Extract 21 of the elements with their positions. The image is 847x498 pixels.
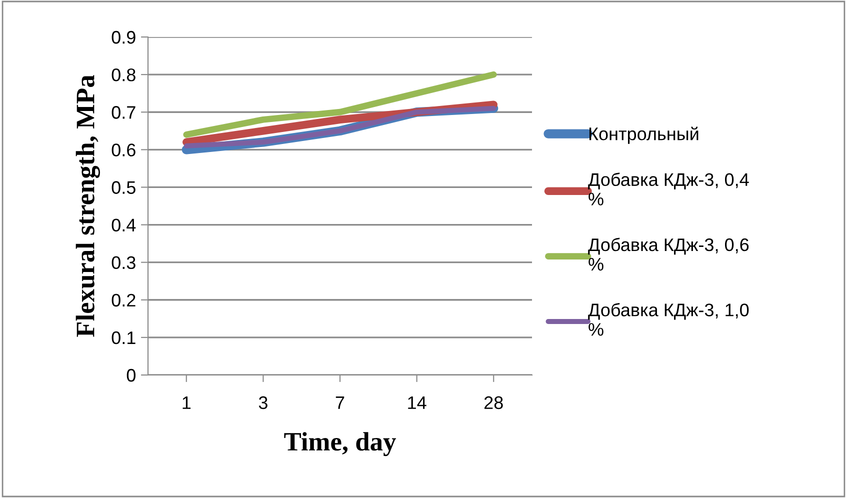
legend-label: Добавка КДж-3, 0,4 % bbox=[588, 172, 749, 206]
y-tick-label: 0.7 bbox=[112, 106, 136, 119]
y-axis-title: Flexural strength, MPa bbox=[76, 75, 100, 337]
x-tick-label: 14 bbox=[408, 396, 426, 409]
y-tick-label: 0.9 bbox=[112, 30, 136, 44]
y-tick-label: 0 bbox=[126, 368, 136, 382]
x-axis-title: Time, day bbox=[284, 432, 396, 456]
legend-label: Добавка КДж-3, 0,6 % bbox=[588, 238, 749, 271]
y-tick-label: 0.5 bbox=[112, 181, 136, 194]
legend-label: Контрольный bbox=[589, 126, 698, 144]
y-tick-label: 0.8 bbox=[112, 68, 136, 82]
legend-label: Добавка КДж-3, 1,0 % bbox=[588, 302, 749, 336]
x-tick-label: 7 bbox=[336, 396, 344, 409]
y-tick-label: 0.4 bbox=[112, 218, 136, 232]
x-tick-label: 3 bbox=[258, 396, 268, 410]
x-tick-label: 1 bbox=[182, 396, 191, 409]
y-tick-label: 0.3 bbox=[112, 256, 136, 270]
y-tick-label: 0.6 bbox=[112, 144, 136, 156]
y-tick-label: 0.1 bbox=[112, 331, 136, 344]
y-tick-label: 0.2 bbox=[112, 294, 136, 307]
x-tick-label: 28 bbox=[484, 396, 503, 410]
